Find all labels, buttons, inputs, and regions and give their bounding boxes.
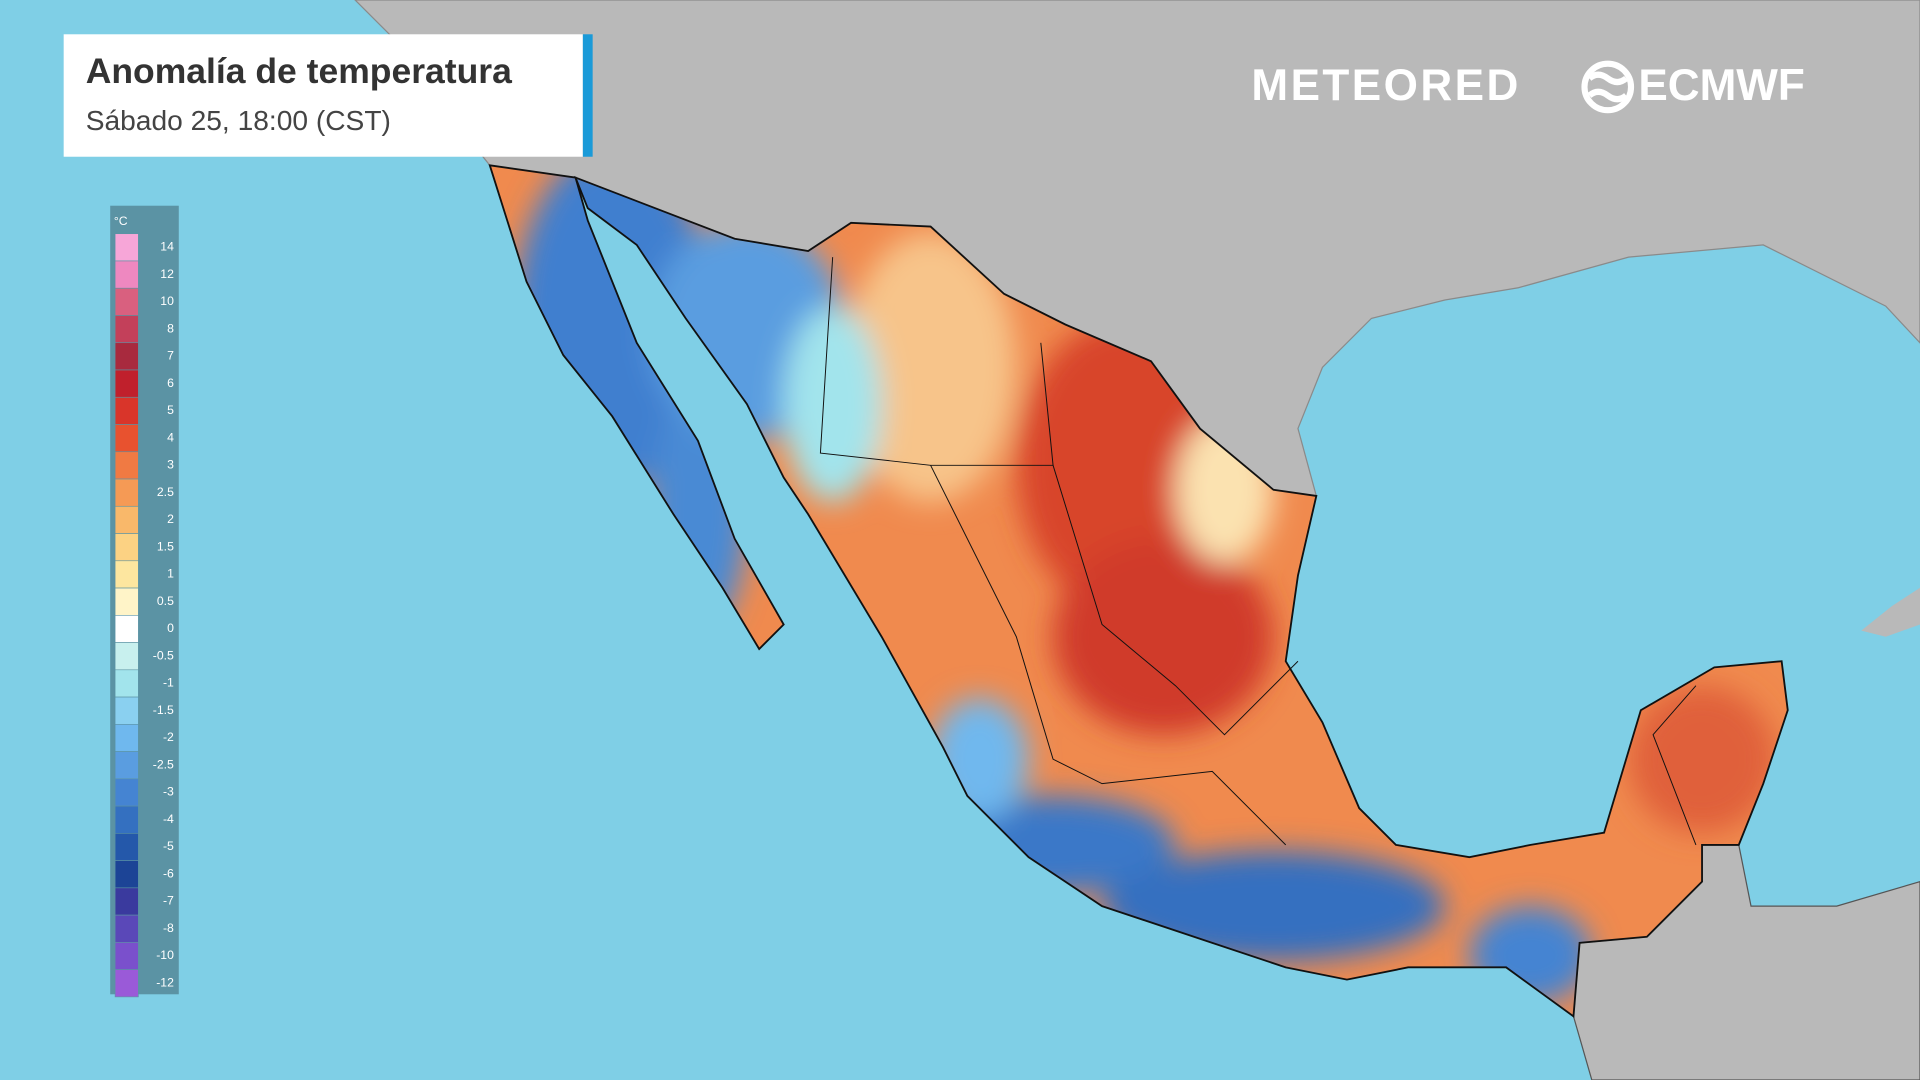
- legend-label: 3: [167, 458, 174, 472]
- legend-swatch: [114, 724, 139, 752]
- legend-swatch: [114, 260, 139, 289]
- legend-swatch: [114, 914, 139, 943]
- header-accent: [582, 34, 593, 157]
- legend-label: -7: [163, 894, 174, 908]
- legend-label: 7: [167, 349, 174, 363]
- legend-swatch: [114, 642, 139, 671]
- legend-unit: °C: [114, 214, 128, 228]
- legend-label: -0.5: [153, 648, 174, 662]
- legend-swatch: [114, 805, 139, 834]
- borders: [488, 164, 1789, 1019]
- legend-label: -10: [156, 948, 174, 962]
- legend-label: 14: [160, 240, 174, 254]
- legend-label: 4: [167, 430, 174, 444]
- legend-label: -2: [163, 730, 174, 744]
- legend-swatch: [114, 860, 139, 889]
- logo-meteored: METEORED: [1251, 61, 1520, 110]
- legend-label: 8: [167, 321, 174, 335]
- legend-label: -2.5: [153, 757, 174, 771]
- legend-swatch: [114, 315, 139, 344]
- legend-label: 6: [167, 376, 174, 390]
- legend-swatch: [114, 369, 139, 398]
- legend-swatch: [114, 233, 139, 262]
- legend-swatch: [114, 342, 139, 371]
- legend-swatch: [114, 778, 139, 807]
- legend-label: 12: [160, 267, 174, 281]
- legend-swatch: [114, 751, 139, 780]
- legend-label: -8: [163, 921, 174, 935]
- legend-label: -1: [163, 676, 174, 690]
- legend-swatch: [114, 287, 139, 316]
- legend-label: 0: [167, 621, 174, 635]
- legend-label: 1: [167, 567, 174, 581]
- legend-swatch: [114, 424, 139, 453]
- legend-swatch: [114, 533, 139, 562]
- legend-swatch: [114, 560, 139, 589]
- legend-label: 1.5: [157, 539, 174, 553]
- legend-label: 2.5: [157, 485, 174, 499]
- legend-label: -5: [163, 839, 174, 853]
- legend-label: -6: [163, 866, 174, 880]
- legend-swatch: [114, 696, 139, 725]
- legend-label: -12: [156, 975, 174, 989]
- legend-swatch: [114, 505, 139, 534]
- legend-label: 10: [160, 294, 174, 308]
- legend-label: -3: [163, 785, 174, 799]
- legend-label: 5: [167, 403, 174, 417]
- legend-swatch: [114, 669, 139, 698]
- legend-label: -1.5: [153, 703, 174, 717]
- legend-swatch: [114, 396, 139, 425]
- legend: °C 14 12 10 8 7 6 5 4 3 2.5 2 1.5 1 0.5 0 -0.5 -1 -1.5 -2 -…: [110, 205, 179, 998]
- land-cuba: [1861, 587, 1920, 637]
- logo-ecmwf: ECMWF: [1638, 61, 1804, 110]
- header-box: [63, 34, 583, 157]
- title: Anomalía de temperatura: [86, 51, 512, 91]
- legend-swatch: [114, 615, 139, 643]
- legend-label: 2: [167, 512, 174, 526]
- legend-swatch: [114, 478, 139, 507]
- subtitle: Sábado 25, 18:00 (CST): [86, 105, 391, 136]
- legend-swatch: [114, 969, 139, 998]
- legend-label: -4: [163, 812, 174, 826]
- legend-swatch: [114, 887, 139, 916]
- legend-swatch: [114, 587, 139, 616]
- legend-swatch: [114, 451, 139, 480]
- ecmwf-icon: [1581, 60, 1635, 114]
- legend-swatch: [114, 833, 139, 861]
- legend-label: 0.5: [157, 594, 174, 608]
- legend-swatch: [114, 942, 139, 970]
